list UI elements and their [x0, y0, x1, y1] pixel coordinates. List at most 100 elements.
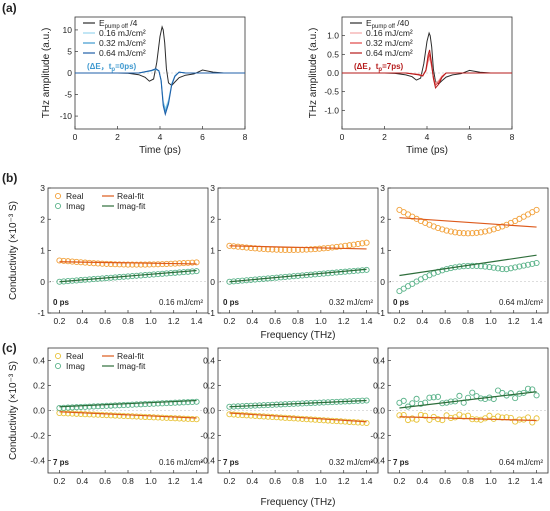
- legend-imag-label: Imag: [66, 361, 85, 371]
- real-point: [277, 414, 284, 421]
- real-point: [129, 261, 136, 268]
- legend-realfit-label: Real-fit: [117, 191, 145, 201]
- real-point: [452, 414, 459, 421]
- imag-point: [103, 402, 110, 409]
- panel-c1: 0.2 0.4 0.6 0.8 1.0 1.2 1.4 -0.4 -0.2 0.0 0.2 0.4 7 …: [8, 347, 209, 486]
- real-point: [400, 412, 407, 419]
- panel-letter-a: (a): [2, 1, 17, 15]
- real-point: [346, 418, 353, 425]
- imag-point: [167, 399, 174, 406]
- imag-point: [184, 399, 192, 406]
- y-tick-label: 2: [40, 214, 45, 224]
- panel-c2: 0.2 0.4 0.6 0.8 1.0 1.2 1.4 -0.4 -0.2 0.0 0.2 0.4 7 …: [200, 347, 379, 486]
- imag-fit-line: [59, 269, 197, 283]
- y-tick-label: -5: [64, 90, 72, 100]
- imag-point: [69, 404, 76, 411]
- real-point: [247, 412, 254, 419]
- legend-real-marker: [54, 352, 62, 360]
- real-point: [116, 261, 123, 268]
- legend-label: 0.64 mJ/cm²: [99, 48, 146, 58]
- imag-point: [163, 400, 170, 407]
- real-point: [142, 413, 149, 420]
- y-tick-label: -0.4: [30, 456, 45, 466]
- imag-point: [180, 399, 187, 406]
- real-point: [243, 244, 250, 251]
- real-point: [226, 411, 233, 418]
- real-point: [193, 259, 200, 266]
- imag-point: [133, 401, 140, 408]
- real-point: [103, 260, 110, 267]
- real-point: [456, 229, 463, 236]
- x-tick-label: 0: [73, 132, 78, 142]
- legend-real-label: Real: [66, 351, 84, 361]
- x-tick-label: 0.4: [416, 476, 428, 486]
- real-point: [460, 413, 467, 420]
- y-axis-label: Conductivity (×10⁻³ S): [8, 361, 19, 460]
- real-point: [307, 246, 314, 253]
- real-fit-line: [229, 245, 367, 250]
- imag-point: [82, 403, 89, 410]
- legend-label-part: /4: [128, 18, 138, 28]
- legend-label: 0.32 mJ/cm²: [99, 38, 146, 48]
- legend-real-label: Real: [66, 191, 84, 201]
- real-point: [269, 413, 276, 421]
- real-point: [307, 416, 314, 423]
- imag-point: [137, 401, 144, 408]
- fluence-label: 0.16 mJ/cm²: [159, 298, 203, 307]
- x-tick-label: 2: [382, 132, 387, 142]
- real-point: [359, 419, 366, 426]
- x-tick-label: 1.4: [191, 316, 203, 326]
- y-tick-label: 0.4: [33, 356, 45, 366]
- annotation-part: (ΔE，t: [354, 62, 379, 71]
- imag-point: [524, 261, 532, 268]
- x-tick-label: 0.6: [99, 316, 111, 326]
- real-point: [150, 414, 157, 421]
- real-point: [443, 227, 450, 234]
- real-point: [316, 416, 323, 424]
- annotation: (ΔE，tp=0ps): [87, 62, 137, 73]
- real-point: [64, 410, 72, 417]
- real-point: [129, 413, 136, 420]
- real-fit-line: [59, 411, 197, 419]
- real-point: [172, 415, 179, 422]
- real-point: [324, 417, 332, 424]
- legend-label: Epump off /4: [99, 18, 138, 30]
- real-point: [154, 261, 162, 268]
- x-tick-label: 0.4: [76, 316, 88, 326]
- legend-label: 0.16 mJ/cm²: [366, 28, 413, 38]
- imag-point: [116, 402, 123, 409]
- legend-imag-label: Imag: [66, 201, 85, 211]
- real-fit-line: [399, 217, 537, 228]
- real-point: [234, 243, 242, 250]
- x-tick-label: 1.2: [338, 476, 350, 486]
- real-point: [133, 261, 140, 268]
- imag-point: [159, 400, 166, 407]
- real-point: [193, 416, 200, 423]
- imag-point: [193, 398, 200, 405]
- real-point: [533, 206, 540, 213]
- real-point: [363, 419, 370, 427]
- imag-point: [60, 404, 67, 411]
- real-point: [77, 410, 84, 418]
- real-point: [107, 261, 114, 268]
- y-tick-label: -1: [207, 308, 215, 318]
- row-b-x-axis-label: Frequency (THz): [260, 330, 335, 341]
- real-point: [184, 259, 192, 266]
- y-tick-label: 0.5: [327, 49, 339, 59]
- imag-point: [512, 395, 519, 402]
- y-tick-label: -0.4: [370, 456, 385, 466]
- delay-label: 0 ps: [53, 298, 70, 307]
- imag-point: [172, 399, 179, 406]
- real-point: [90, 260, 97, 267]
- x-tick-label: 0.4: [246, 476, 258, 486]
- real-point: [230, 411, 237, 418]
- legend-label-part: pump off: [105, 24, 129, 30]
- real-point: [354, 419, 362, 426]
- legend-real-marker: [54, 192, 62, 200]
- legend-imag-marker: [54, 202, 62, 210]
- real-point: [107, 412, 114, 419]
- y-tick-label: 0.0: [33, 406, 45, 416]
- real-point: [137, 413, 144, 420]
- y-tick-label: 0.2: [373, 381, 385, 391]
- real-point: [234, 411, 242, 418]
